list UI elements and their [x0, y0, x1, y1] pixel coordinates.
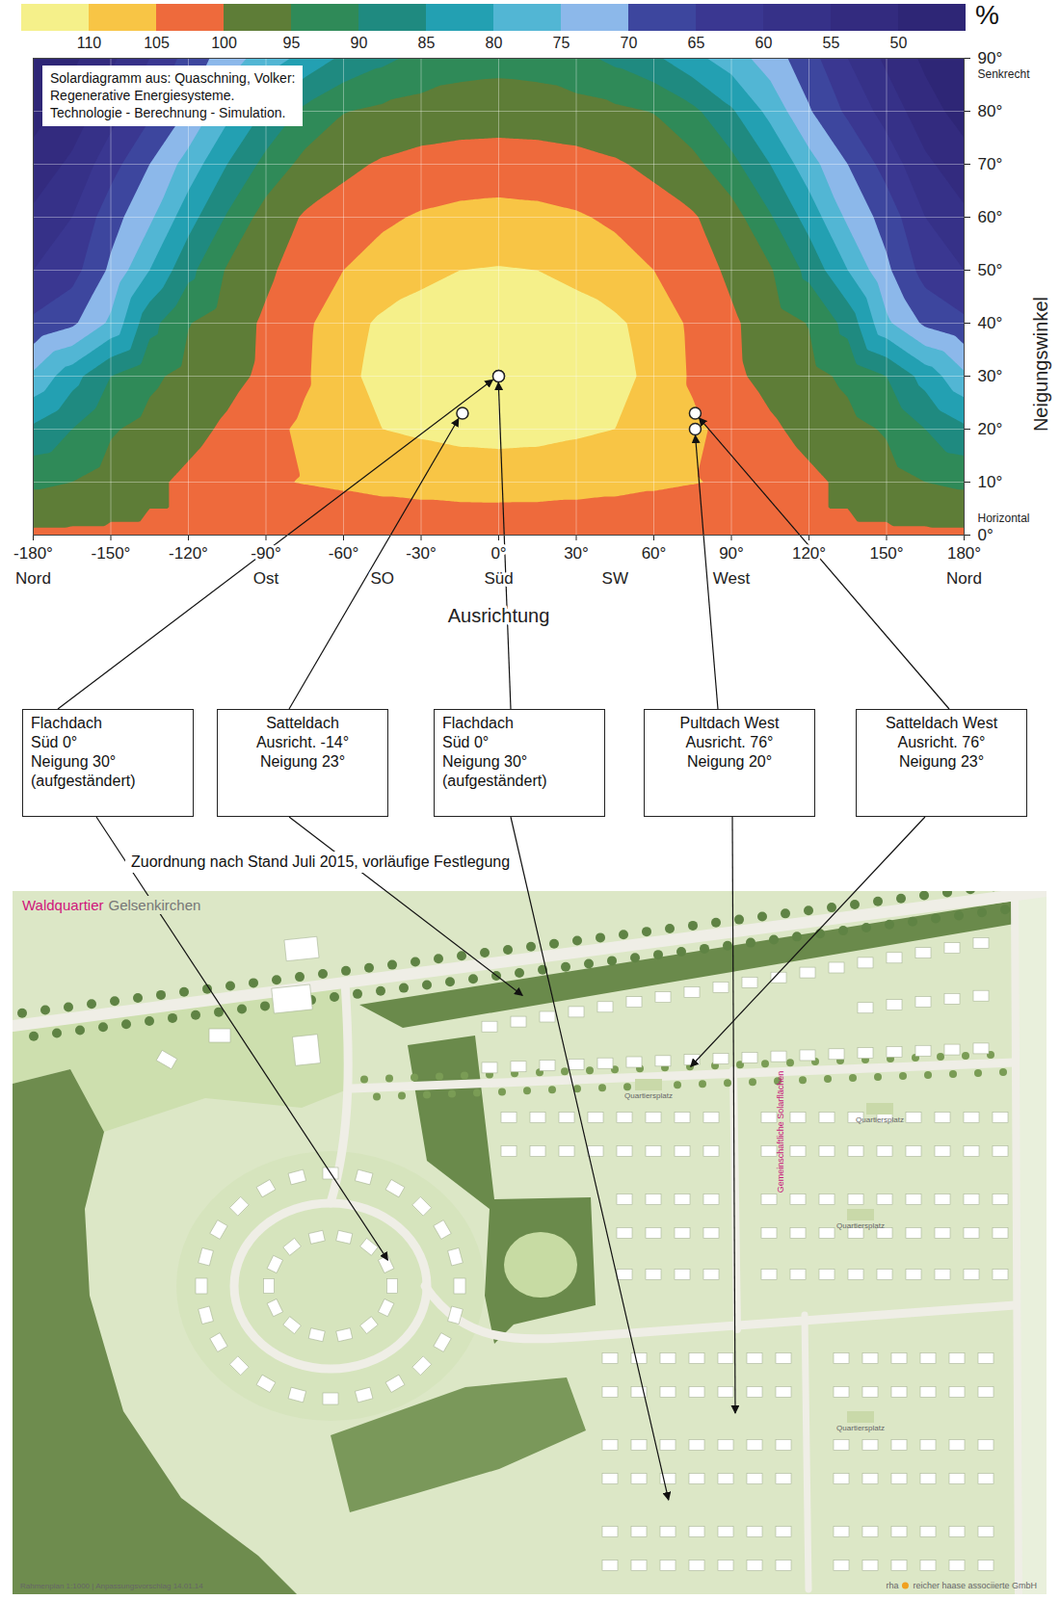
svg-text:Neigungswinkel: Neigungswinkel	[1030, 296, 1052, 432]
svg-text:80: 80	[485, 34, 504, 52]
html-text:Ausricht. 76°: Ausricht. 76°	[685, 734, 774, 751]
html-text:Neigung 30°: Neigung 30°	[442, 753, 528, 770]
html-text:Neigung 23°: Neigung 23°	[260, 753, 346, 770]
svg-text:0°: 0°	[978, 526, 994, 545]
svg-text:110: 110	[77, 34, 103, 52]
svg-text:Quartiersplatz: Quartiersplatz	[836, 1424, 885, 1433]
svg-text:60: 60	[755, 34, 773, 52]
html-text:Zuordnung nach Stand Juli 2015: Zuordnung nach Stand Juli 2015, vorläufi…	[131, 853, 510, 871]
svg-text:0°: 0°	[490, 544, 506, 563]
html-text:Neigung 20°: Neigung 20°	[686, 753, 772, 770]
svg-text:10°: 10°	[978, 473, 1004, 492]
html-text:(aufgeständert): (aufgeständert)	[30, 772, 136, 790]
svg-text:30°: 30°	[563, 544, 589, 563]
svg-text:60°: 60°	[978, 208, 1004, 227]
svg-text:65: 65	[688, 34, 706, 52]
svg-text:85: 85	[418, 34, 436, 52]
svg-text:SO: SO	[370, 569, 395, 588]
html-text:Flachdach: Flachdach	[442, 715, 514, 732]
html-text:(aufgeständert): (aufgeständert)	[442, 772, 547, 790]
svg-text:70°: 70°	[978, 155, 1004, 174]
html-text:Süd 0°: Süd 0°	[30, 734, 78, 751]
svg-text:Quartiersplatz: Quartiersplatz	[855, 1115, 904, 1125]
svg-text:Senkrecht: Senkrecht	[978, 67, 1032, 81]
svg-text:Nord: Nord	[946, 569, 982, 588]
svg-text:Quartiersplatz: Quartiersplatz	[624, 1091, 673, 1101]
svg-text:SW: SW	[602, 569, 629, 588]
html-text:Neigung 23°: Neigung 23°	[898, 753, 984, 770]
svg-text:90°: 90°	[978, 50, 1004, 68]
svg-text:55: 55	[822, 34, 841, 52]
svg-text:30°: 30°	[978, 367, 1004, 386]
svg-text:Nord: Nord	[15, 569, 52, 588]
svg-text:-30°: -30°	[405, 544, 436, 563]
html-text:Waldquartier Gelsenkirchen: Waldquartier Gelsenkirchen	[22, 897, 201, 914]
svg-text:75: 75	[553, 34, 571, 52]
svg-text:West: West	[713, 569, 751, 588]
svg-text:90°: 90°	[718, 544, 744, 563]
html-text:Ausricht. 76°: Ausricht. 76°	[897, 734, 986, 751]
svg-text:20°: 20°	[978, 420, 1004, 439]
html-text:Neigung 30°: Neigung 30°	[30, 753, 116, 770]
svg-text:90: 90	[350, 34, 369, 52]
svg-text:rha: rha	[885, 1581, 899, 1591]
svg-text:40°: 40°	[978, 314, 1004, 333]
svg-text:Horizontal: Horizontal	[978, 511, 1031, 526]
html-text:Süd 0°: Süd 0°	[442, 734, 489, 751]
svg-text:70: 70	[620, 34, 638, 52]
html-text:Satteldach: Satteldach	[266, 715, 340, 732]
svg-text:50: 50	[890, 34, 908, 52]
html-text:Ausricht. -14°: Ausricht. -14°	[256, 734, 349, 751]
svg-text:Ost: Ost	[253, 569, 280, 588]
svg-text:100: 100	[211, 34, 238, 52]
svg-text:Ausrichtung: Ausrichtung	[448, 605, 551, 627]
svg-text:60°: 60°	[641, 544, 667, 563]
html-text:Solardiagramm aus: Quaschning,: Solardiagramm aus: Quaschning, Volker:	[50, 70, 296, 86]
svg-text:80°: 80°	[978, 102, 1004, 121]
html-text:Satteldach West: Satteldach West	[885, 715, 998, 732]
html-text:Technologie - Berechnung - Sim: Technologie - Berechnung - Simulation.	[50, 105, 286, 121]
svg-text:50°: 50°	[978, 261, 1004, 280]
svg-text:150°: 150°	[869, 544, 903, 563]
svg-text:-120°: -120°	[168, 544, 209, 563]
html-text:Pultdach West: Pultdach West	[679, 715, 780, 732]
html-text:Flachdach: Flachdach	[30, 715, 102, 732]
svg-text:-180°: -180°	[13, 544, 53, 563]
svg-text:-150°: -150°	[91, 544, 132, 563]
svg-text:-90°: -90°	[250, 544, 281, 563]
svg-text:reicher haase associierte GmbH: reicher haase associierte GmbH	[912, 1581, 1037, 1591]
svg-text:120°: 120°	[792, 544, 826, 563]
svg-text:105: 105	[143, 34, 170, 52]
svg-text:Süd: Süd	[483, 569, 513, 588]
svg-text:Rahmenplan 1:1000 | Anpassungs: Rahmenplan 1:1000 | Anpassungsvorschlag …	[20, 1582, 204, 1591]
svg-text:180°: 180°	[947, 544, 981, 563]
svg-text:95: 95	[283, 34, 301, 52]
html-text:Regenerative Energiesysteme.: Regenerative Energiesysteme.	[50, 87, 235, 104]
svg-text:Quartiersplatz: Quartiersplatz	[836, 1221, 885, 1231]
svg-text:-60°: -60°	[328, 544, 359, 563]
svg-text:Gemeinschaftliche Solarflächen: Gemeinschaftliche Solarflächen	[775, 1071, 786, 1194]
